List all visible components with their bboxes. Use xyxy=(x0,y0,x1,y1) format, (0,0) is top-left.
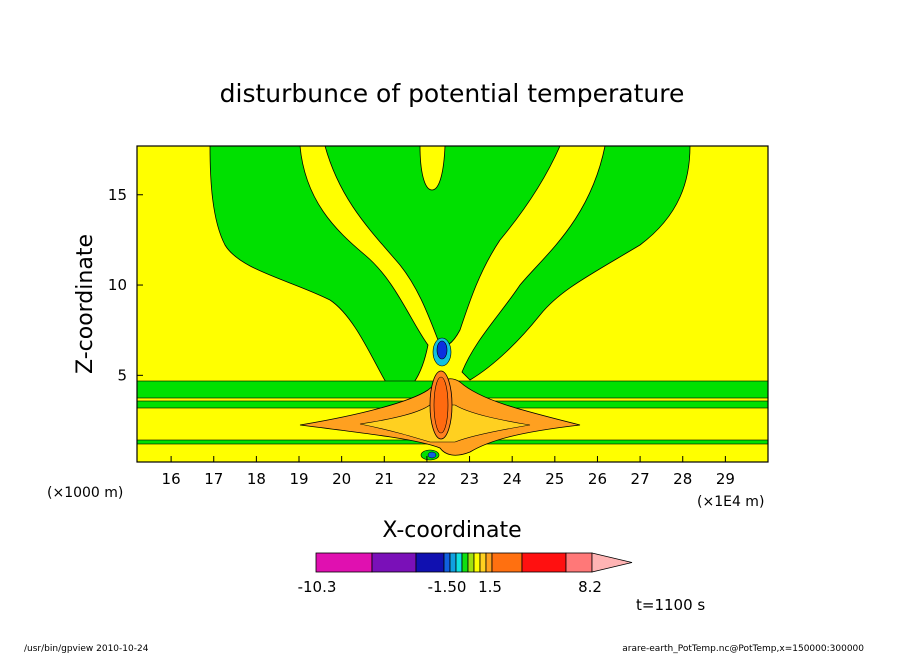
colorbar-segment-4 xyxy=(449,552,457,573)
x-tick-label-19: 19 xyxy=(289,470,308,488)
x-tick-label-17: 17 xyxy=(204,470,223,488)
footer-right: arare-earth_PotTemp.nc@PotTemp,x=150000:… xyxy=(622,644,864,654)
x-tick-label-21: 21 xyxy=(375,470,394,488)
footer-left: /usr/bin/gpview 2010-10-24 xyxy=(24,644,149,654)
colorbar-segment-0 xyxy=(315,552,373,573)
x-tick-label-28: 28 xyxy=(673,470,692,488)
x-tick-label-22: 22 xyxy=(417,470,436,488)
colorbar-segment-5 xyxy=(455,552,463,573)
y-tick-label-15: 15 xyxy=(108,186,127,204)
contour-notch-top xyxy=(419,145,446,191)
time-annotation: t=1100 s xyxy=(636,596,705,614)
plot-area xyxy=(136,145,769,463)
colorbar-segment-10 xyxy=(485,552,493,573)
colorbar-segment-1 xyxy=(371,552,417,573)
x-tick-label-25: 25 xyxy=(545,470,564,488)
colorbar-label-min: -10.3 xyxy=(298,578,337,596)
x-tick-label-24: 24 xyxy=(503,470,522,488)
x-axis-label: X-coordinate xyxy=(382,518,521,543)
y-tick-label-5: 5 xyxy=(117,366,127,384)
colorbar-segment-8 xyxy=(473,552,481,573)
colorbar-segment-7 xyxy=(467,552,475,573)
colorbar-label-neg: -1.50 xyxy=(428,578,467,596)
y-axis-label: Z-coordinate xyxy=(73,234,98,374)
y-unit-label: (×1000 m) xyxy=(47,485,123,501)
colorbar xyxy=(315,552,633,573)
x-tick-label-27: 27 xyxy=(631,470,650,488)
colorbar-arrow xyxy=(591,552,633,573)
x-axis: 16 17 18 19 20 21 22 23 24 25 26 27 28 29 xyxy=(162,456,735,488)
x-tick-label-20: 20 xyxy=(332,470,351,488)
colorbar-segment-13 xyxy=(565,552,593,573)
chart-title: disturbunce of potential temperature xyxy=(220,79,685,108)
plot-frame xyxy=(136,145,769,463)
x-unit-label: (×1E4 m) xyxy=(697,494,764,510)
x-tick-label-16: 16 xyxy=(162,470,181,488)
colorbar-segment-9 xyxy=(479,552,487,573)
colorbar-segment-2 xyxy=(415,552,445,573)
colorbar-segment-12 xyxy=(521,552,567,573)
colorbar-segment-11 xyxy=(491,552,523,573)
contour-peak-inner xyxy=(433,376,449,434)
x-tick-label-23: 23 xyxy=(460,470,479,488)
y-axis: 5 10 15 xyxy=(108,186,143,384)
colorbar-segment-3 xyxy=(443,552,451,573)
colorbar-label-pos: 1.5 xyxy=(478,578,502,596)
contour-plume-right xyxy=(461,145,691,381)
contour-min-inner xyxy=(436,340,448,360)
x-tick-label-29: 29 xyxy=(716,470,735,488)
y-tick-label-10: 10 xyxy=(108,276,127,294)
colorbar-label-max: 8.2 xyxy=(578,578,602,596)
x-tick-label-26: 26 xyxy=(588,470,607,488)
x-tick-label-18: 18 xyxy=(247,470,266,488)
colorbar-segment-6 xyxy=(461,552,469,573)
contour-min-bottom-inner xyxy=(427,451,437,459)
